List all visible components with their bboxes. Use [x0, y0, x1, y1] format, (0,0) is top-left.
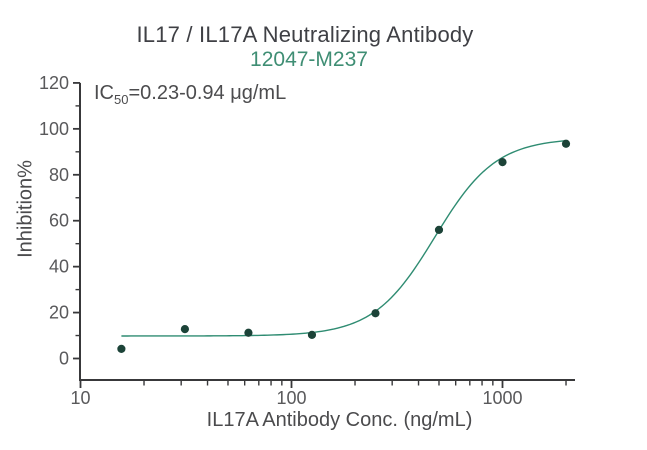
- data-point: [244, 328, 253, 337]
- x-tick-label: 100: [276, 388, 306, 408]
- data-point: [180, 325, 190, 334]
- ic50-annotation: IC50=0.23-0.94 μg/mL: [94, 82, 287, 107]
- chart-subtitle: 12047-M237: [250, 48, 368, 71]
- y-tick-label: 20: [49, 303, 69, 323]
- data-point: [117, 344, 126, 353]
- fit-curve: [121, 140, 567, 337]
- y-tick-label: 80: [49, 165, 69, 185]
- data-point: [307, 330, 317, 339]
- y-tick-label: 120: [39, 73, 69, 93]
- data-point: [434, 225, 444, 234]
- data-point: [561, 139, 571, 148]
- chart-title: IL17 / IL17A Neutralizing Antibody: [136, 22, 474, 47]
- y-tick-label: 0: [59, 349, 69, 369]
- x-axis-label: IL17A Antibody Conc. (ng/mL): [206, 409, 473, 431]
- ic50-label: IC: [94, 82, 114, 104]
- y-tick-label: 60: [49, 211, 69, 231]
- y-tick-label: 100: [39, 119, 69, 139]
- data-point: [498, 158, 507, 167]
- ic50-value: =0.23-0.94 μg/mL: [128, 82, 287, 104]
- x-tick-label: 10: [70, 388, 90, 408]
- data-point: [371, 309, 380, 318]
- ic50-subscript: 50: [114, 92, 129, 107]
- y-tick-label: 40: [49, 257, 69, 277]
- x-tick-label: 1000: [482, 388, 522, 408]
